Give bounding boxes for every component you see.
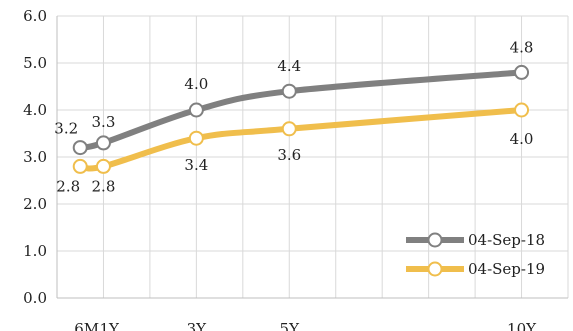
x-tick-label: 5Y [280, 320, 301, 331]
legend: 04-Sep-18 04-Sep-19 [406, 231, 545, 278]
data-label: 4.0 [510, 130, 534, 148]
y-tick-label: 6.0 [23, 7, 47, 25]
grid [57, 15, 569, 299]
series-group [72, 64, 530, 174]
data-label: 3.6 [277, 146, 301, 164]
data-label: 4.4 [277, 57, 301, 75]
data-label: 3.2 [54, 120, 78, 138]
data-point [95, 135, 111, 151]
legend-label: 04-Sep-19 [468, 260, 545, 278]
data-point [95, 158, 111, 174]
y-tick-label: 5.0 [23, 54, 47, 72]
data-label: 3.3 [92, 113, 116, 131]
y-tick-label: 0.0 [23, 289, 47, 307]
y-tick-label: 1.0 [23, 242, 47, 260]
data-point [281, 83, 297, 99]
data-label: 2.8 [92, 177, 116, 195]
data-point [188, 102, 204, 118]
data-point [514, 64, 530, 80]
data-label: 4.8 [510, 38, 534, 56]
y-tick-label: 4.0 [23, 101, 47, 119]
data-point [281, 121, 297, 137]
data-point [188, 130, 204, 146]
legend-marker [427, 261, 443, 277]
y-tick-label: 3.0 [23, 148, 47, 166]
x-tick-label: 1Y [99, 320, 120, 331]
x-tick-label: 10Y [507, 320, 537, 331]
tick-labels: 0.0 1.0 2.0 3.0 4.0 5.0 6.0 6M 1Y 3Y 5Y 10Y [23, 7, 537, 331]
data-point [72, 158, 88, 174]
x-tick-label: 6M [74, 320, 99, 331]
data-point [72, 140, 88, 156]
data-labels: 3.2 3.3 4.0 4.4 4.8 2.8 2.8 3.4 3.6 4.0 [54, 38, 533, 195]
legend-label: 04-Sep-18 [468, 231, 545, 249]
legend-marker [427, 232, 443, 248]
x-tick-label: 3Y [187, 320, 208, 331]
data-label: 4.0 [184, 75, 208, 93]
data-label: 3.4 [184, 156, 208, 174]
y-tick-label: 2.0 [23, 195, 47, 213]
axes [56, 16, 568, 299]
data-label: 2.8 [56, 177, 80, 195]
data-point [514, 102, 530, 118]
